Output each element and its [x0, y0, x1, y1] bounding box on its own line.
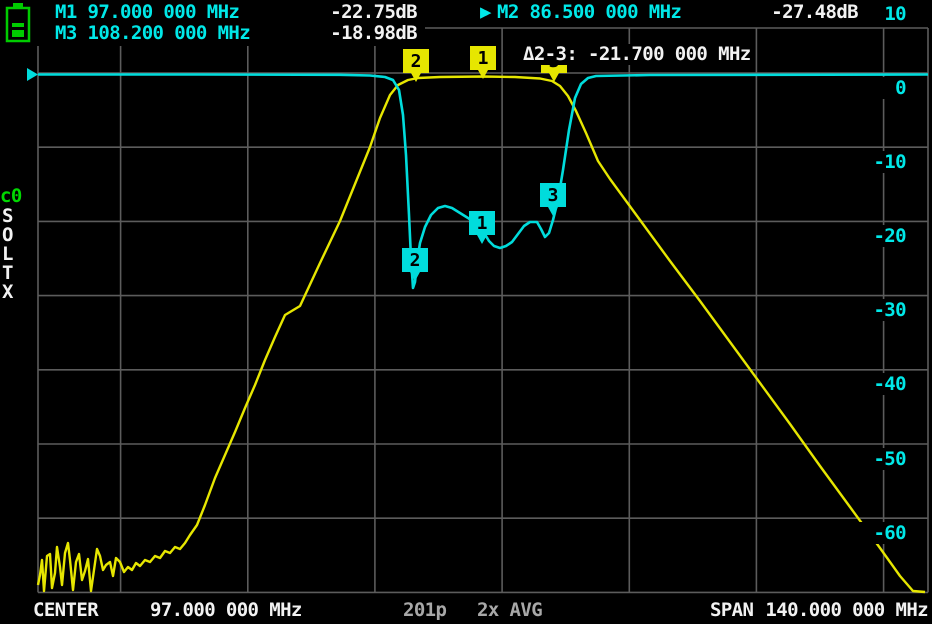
db-label-0: 0	[858, 77, 907, 99]
db-label-m10: -10	[858, 151, 907, 173]
marker-badge-cyan-3[interactable]	[540, 183, 566, 216]
marker2-readout: M2 86.500 000 MHz	[497, 1, 682, 23]
span-label[interactable]: SPAN	[710, 599, 754, 621]
battery-icon-bar1	[12, 23, 24, 27]
cal-letter-t: T	[2, 262, 14, 284]
cal-letter-l: L	[2, 243, 14, 265]
sweep-points-indicator: 201p	[403, 599, 447, 621]
cal-letter-s: S	[2, 205, 14, 227]
db-label-10: 10	[858, 3, 907, 25]
marker-badge-cyan-2[interactable]	[402, 248, 428, 281]
marker-readout-block-left: M1 97.000 000 MHz -22.75dB M3 108.200 00…	[35, 2, 425, 46]
marker3-value: -18.98dB	[330, 22, 417, 44]
marker-badge-cyan-3-number: 3	[548, 185, 559, 206]
marker2-value: -27.48dB	[771, 1, 858, 23]
cal-letter-x: X	[2, 281, 14, 303]
marker-delta-readout: Δ2-3: -21.700 000 MHz	[520, 44, 754, 65]
marker-badge-yellow-2[interactable]	[403, 49, 429, 82]
db-label-m50: -50	[858, 448, 907, 470]
battery-icon-bar2	[12, 30, 24, 37]
s21-trace	[36, 75, 926, 594]
marker1-readout: M1 97.000 000 MHz	[55, 1, 240, 23]
marker-badge-cyan-1-number: 1	[477, 213, 488, 234]
cal-slot-indicator: c0	[0, 185, 22, 207]
db-label-m40: -40	[858, 373, 907, 395]
s11-trace	[38, 73, 929, 290]
center-value[interactable]: 97.000 000 MHz	[150, 599, 302, 621]
cal-letter-o: O	[2, 224, 14, 246]
active-marker-pointer-icon: ▶	[480, 1, 491, 23]
marker3-readout: M3 108.200 000 MHz	[55, 22, 251, 44]
battery-icon	[13, 3, 23, 8]
span-value[interactable]: 140.000 000 MHz	[765, 599, 928, 621]
center-label[interactable]: CENTER	[33, 599, 99, 621]
battery-icon-body	[5, 6, 31, 43]
marker-badge-yellow-1-number: 1	[478, 48, 489, 69]
averaging-indicator: 2x AVG	[477, 599, 543, 621]
marker-badge-yellow-2-number: 2	[411, 51, 422, 72]
marker-badge-cyan-1[interactable]	[469, 211, 495, 244]
marker-readout-block-right: ▶ M2 86.500 000 MHz -27.48dB	[476, 2, 862, 24]
marker-badge-yellow-1[interactable]	[470, 46, 496, 79]
db-label-m30: -30	[858, 299, 907, 321]
db-label-m20: -20	[858, 225, 907, 247]
marker1-value: -22.75dB	[330, 1, 417, 23]
marker-badge-cyan-2-number: 2	[410, 250, 421, 271]
db-label-m60: -60	[858, 522, 907, 544]
reference-level-triangle-icon	[27, 68, 38, 81]
